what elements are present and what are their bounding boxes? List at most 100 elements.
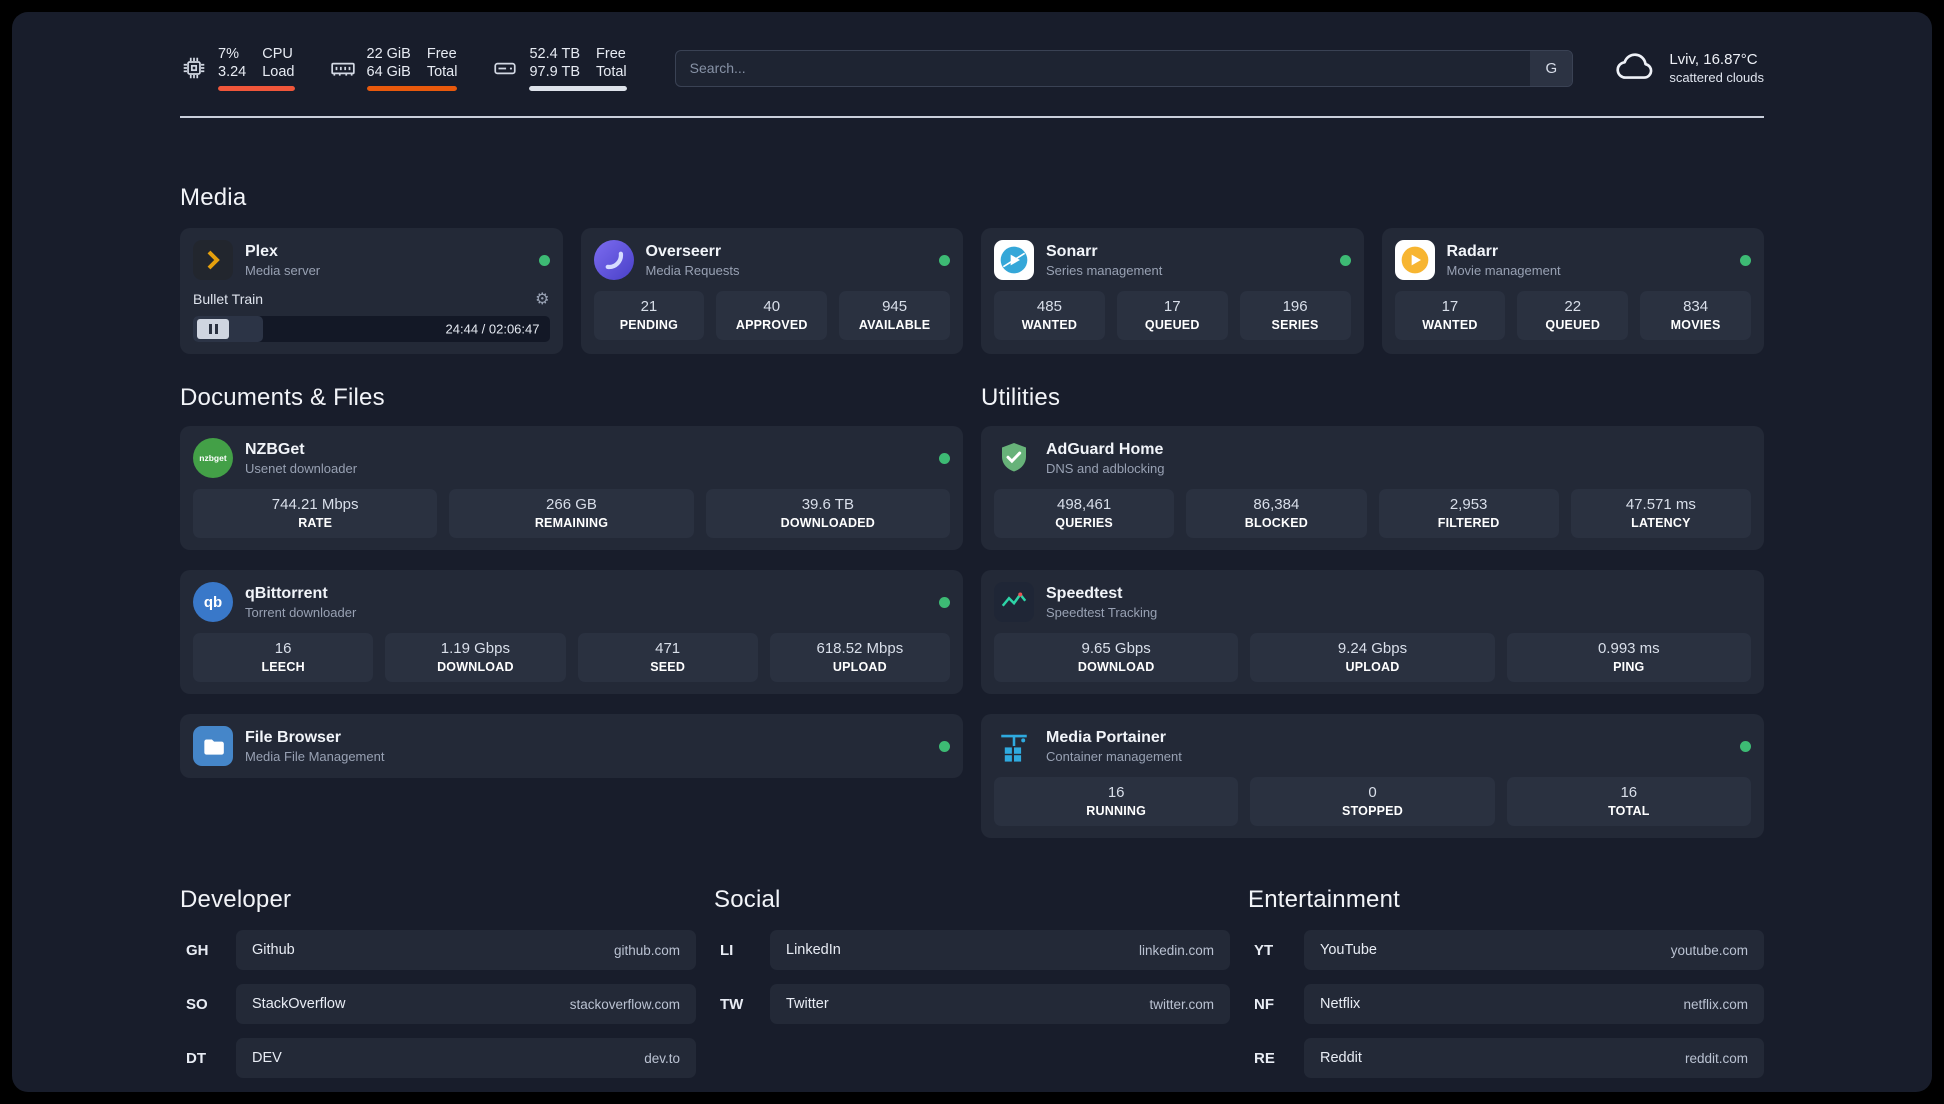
stat-series: 196 SERIES [1239,291,1351,340]
bookmark-linkedin[interactable]: LI LinkedIn linkedin.com [714,930,1230,970]
app-subtitle: Movie management [1446,262,1561,278]
app-card-overseerr[interactable]: Overseerr Media Requests 21 PENDING 40 A… [580,228,963,354]
app-subtitle: Container management [1046,748,1182,764]
app-name: Media Portainer [1046,728,1167,746]
bookmark-reddit[interactable]: RE Reddit reddit.com [1248,1038,1764,1078]
stat-download: 9.65 Gbps DOWNLOAD [994,633,1239,682]
app-subtitle: Usenet downloader [245,460,358,476]
disk-label-1: Free [596,46,626,62]
stat-available: 945 AVAILABLE [839,291,950,340]
weather-widget: Lviv, 16.87°C scattered clouds [1613,50,1764,87]
app-name: Plex [245,242,278,260]
plex-icon [193,240,233,280]
status-dot [939,254,950,266]
app-subtitle: Media server [245,262,321,278]
app-subtitle: Series management [1046,262,1163,278]
app-card-sonarr[interactable]: Sonarr Series management 485 WANTED 17 Q… [981,228,1364,354]
bookmark-youtube[interactable]: YT YouTube youtube.com [1248,930,1764,970]
topbar-divider [180,116,1764,118]
search-provider-button[interactable]: G [1530,50,1573,86]
bookmark-group-social: Social LI LinkedIn linkedin.com TW Twitt… [714,886,1230,1092]
bookmark-abbr: TW [720,995,744,1013]
bookmark-dev[interactable]: DT DEV dev.to [180,1038,696,1078]
cpu-usage-bar [218,86,295,91]
stat-filtered: 2,953 FILTERED [1378,489,1559,538]
cpu-widget: 7% 3.24 CPU Load [180,45,295,91]
app-card-portainer[interactable]: Media Portainer Container management 16 … [981,714,1764,838]
app-subtitle: Media File Management [245,748,385,764]
bookmark-abbr: SO [186,995,208,1013]
ram-label-1: Free [426,46,457,62]
cpu-label-2: Load [262,64,295,80]
stat-wanted: 17 WANTED [1394,291,1506,340]
ram-icon [329,54,357,82]
cpu-icon [180,54,208,82]
section-title-entertainment: Entertainment [1248,886,1401,913]
app-name: Speedtest [1046,584,1123,602]
section-documents: Documents & Files nzbget NZBGet Usenet d… [180,384,963,838]
app-card-plex[interactable]: Plex Media server Bullet Train ⚙ 24:44 /… [180,228,563,354]
app-card-filebrowser[interactable]: File Browser Media File Management [180,714,963,778]
stat-download: 1.19 Gbps DOWNLOAD [385,633,566,682]
stat-approved: 40 APPROVED [716,291,828,340]
pause-button[interactable] [197,319,229,339]
app-name: NZBGet [245,440,305,458]
app-subtitle: DNS and adblocking [1046,460,1165,476]
app-subtitle: Speedtest Tracking [1046,604,1158,620]
status-dot [939,740,950,752]
status-dot [1740,740,1751,752]
bookmark-name: DEV [252,1050,282,1066]
cpu-label-1: CPU [262,46,293,62]
status-dot [1740,254,1751,266]
app-card-nzbget[interactable]: nzbget NZBGet Usenet downloader 744.21 M… [180,426,963,550]
app-card-adguard[interactable]: AdGuard Home DNS and adblocking 498,461 … [981,426,1764,550]
stat-seed: 471 SEED [577,633,758,682]
search-input[interactable] [674,49,1574,87]
bookmark-url: reddit.com [1684,1050,1748,1066]
overseerr-icon [593,240,634,280]
bookmark-abbr: YT [1254,941,1274,959]
ram-usage-bar [366,86,458,91]
bookmark-stackoverflow[interactable]: SO StackOverflow stackoverflow.com [180,984,696,1024]
disk-total-value: 97.9 TB [529,64,581,80]
app-name: Sonarr [1046,242,1098,260]
stat-queued: 22 QUEUED [1517,291,1629,340]
app-name: Radarr [1446,242,1499,260]
app-card-speedtest[interactable]: Speedtest Speedtest Tracking 9.65 Gbps D… [981,570,1764,694]
cpu-load-value: 3.24 [218,64,247,80]
bookmark-group-entertainment: Entertainment YT YouTube youtube.com NF … [1248,886,1764,1092]
bookmark-name: Netflix [1320,996,1361,1012]
adguard-icon [994,438,1034,478]
gear-icon[interactable]: ⚙ [535,289,550,308]
bookmark-twitter[interactable]: TW Twitter twitter.com [714,984,1230,1024]
bookmark-name: YouTube [1320,942,1377,958]
search-bar: G [674,49,1574,87]
status-dot [538,254,550,266]
bookmark-name: Github [252,942,295,958]
cpu-percent: 7% [218,46,239,62]
bookmark-url: dev.to [644,1050,680,1066]
media-progress-bar[interactable]: 24:44 / 02:06:47 [193,316,550,342]
bookmark-name: Reddit [1320,1050,1362,1066]
stat-latency: 47.571 ms LATENCY [1570,489,1751,538]
bookmark-url: netflix.com [1683,996,1748,1012]
weather-location: Lviv, 16.87°C [1669,51,1758,68]
stat-queued: 17 QUEUED [1116,291,1228,340]
speedtest-icon [994,582,1034,622]
bookmark-github[interactable]: GH Github github.com [180,930,696,970]
app-card-qbittorrent[interactable]: qb qBittorrent Torrent downloader 16 LEE… [180,570,963,694]
ram-widget: 22 GiB 64 GiB Free Total [329,45,458,91]
weather-condition: scattered clouds [1669,70,1764,85]
status-dot [939,596,950,608]
bookmark-abbr: NF [1254,995,1274,1013]
bookmark-netflix[interactable]: NF Netflix netflix.com [1248,984,1764,1024]
bookmark-name: StackOverflow [252,996,346,1012]
stat-queries: 498,461 QUERIES [994,489,1175,538]
stat-rate: 744.21 Mbps RATE [193,489,438,538]
stat-total: 16 TOTAL [1506,777,1751,826]
app-card-radarr[interactable]: Radarr Movie management 17 WANTED 22 QUE… [1381,228,1764,354]
stat-stopped: 0 STOPPED [1250,777,1495,826]
ram-free-value: 22 GiB [366,46,411,62]
system-widgets: 7% 3.24 CPU Load [180,45,627,91]
filebrowser-icon [193,726,233,766]
